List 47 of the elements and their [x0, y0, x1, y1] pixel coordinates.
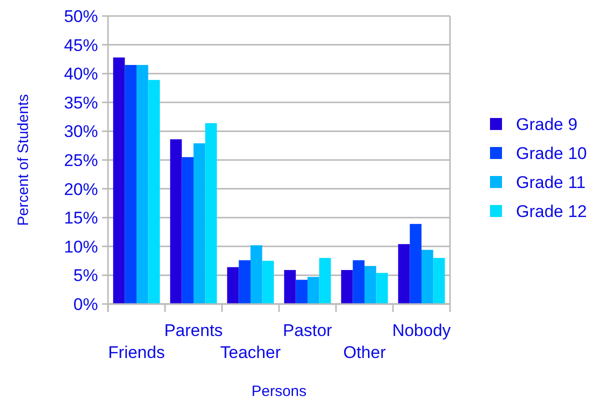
x-tick-label: Parents — [164, 321, 223, 340]
bar — [262, 260, 274, 304]
bar — [319, 258, 331, 304]
bar — [376, 272, 388, 304]
legend-label: Grade 9 — [516, 114, 578, 134]
y-tick-label: 5% — [73, 266, 98, 286]
bar — [148, 80, 160, 304]
x-tick-label: Other — [343, 343, 386, 362]
bar — [364, 266, 376, 304]
bar — [238, 260, 250, 304]
bar — [352, 260, 364, 304]
y-tick-label: 50% — [64, 6, 98, 26]
y-axis-title: Percent of Students — [15, 94, 32, 226]
x-tick-label: Nobody — [392, 321, 452, 340]
bar — [284, 270, 296, 304]
bar — [182, 157, 194, 304]
x-tick-label: Teacher — [220, 343, 282, 362]
bar — [250, 245, 262, 304]
bar — [170, 139, 182, 304]
bar — [433, 258, 445, 304]
bar — [308, 276, 320, 304]
y-tick-label: 15% — [64, 208, 98, 228]
y-tick-label: 30% — [64, 122, 98, 142]
legend-label: Grade 10 — [516, 144, 587, 163]
y-tick-label: 45% — [64, 36, 98, 55]
bar — [341, 270, 353, 304]
y-tick-label: 25% — [64, 150, 98, 170]
bar — [113, 57, 125, 304]
bar — [205, 123, 217, 304]
x-tick-label: Pastor — [282, 321, 332, 340]
y-tick-label: 10% — [64, 237, 98, 256]
bar — [422, 250, 434, 304]
y-tick-label: 0% — [73, 294, 98, 314]
bar — [296, 280, 308, 304]
bar — [124, 64, 136, 304]
bar — [136, 64, 148, 304]
bar — [410, 224, 422, 304]
legend-label: Grade 11 — [516, 172, 586, 192]
bar — [194, 143, 206, 304]
bar — [398, 244, 410, 304]
legend-label: Grade 12 — [516, 202, 587, 221]
y-tick-label: 20% — [64, 180, 98, 199]
bar — [227, 267, 239, 304]
y-tick-label: 35% — [64, 93, 98, 112]
x-axis-title: Persons — [251, 383, 307, 400]
y-tick-label: 40% — [64, 64, 98, 84]
x-tick-label: Friends — [108, 343, 165, 362]
